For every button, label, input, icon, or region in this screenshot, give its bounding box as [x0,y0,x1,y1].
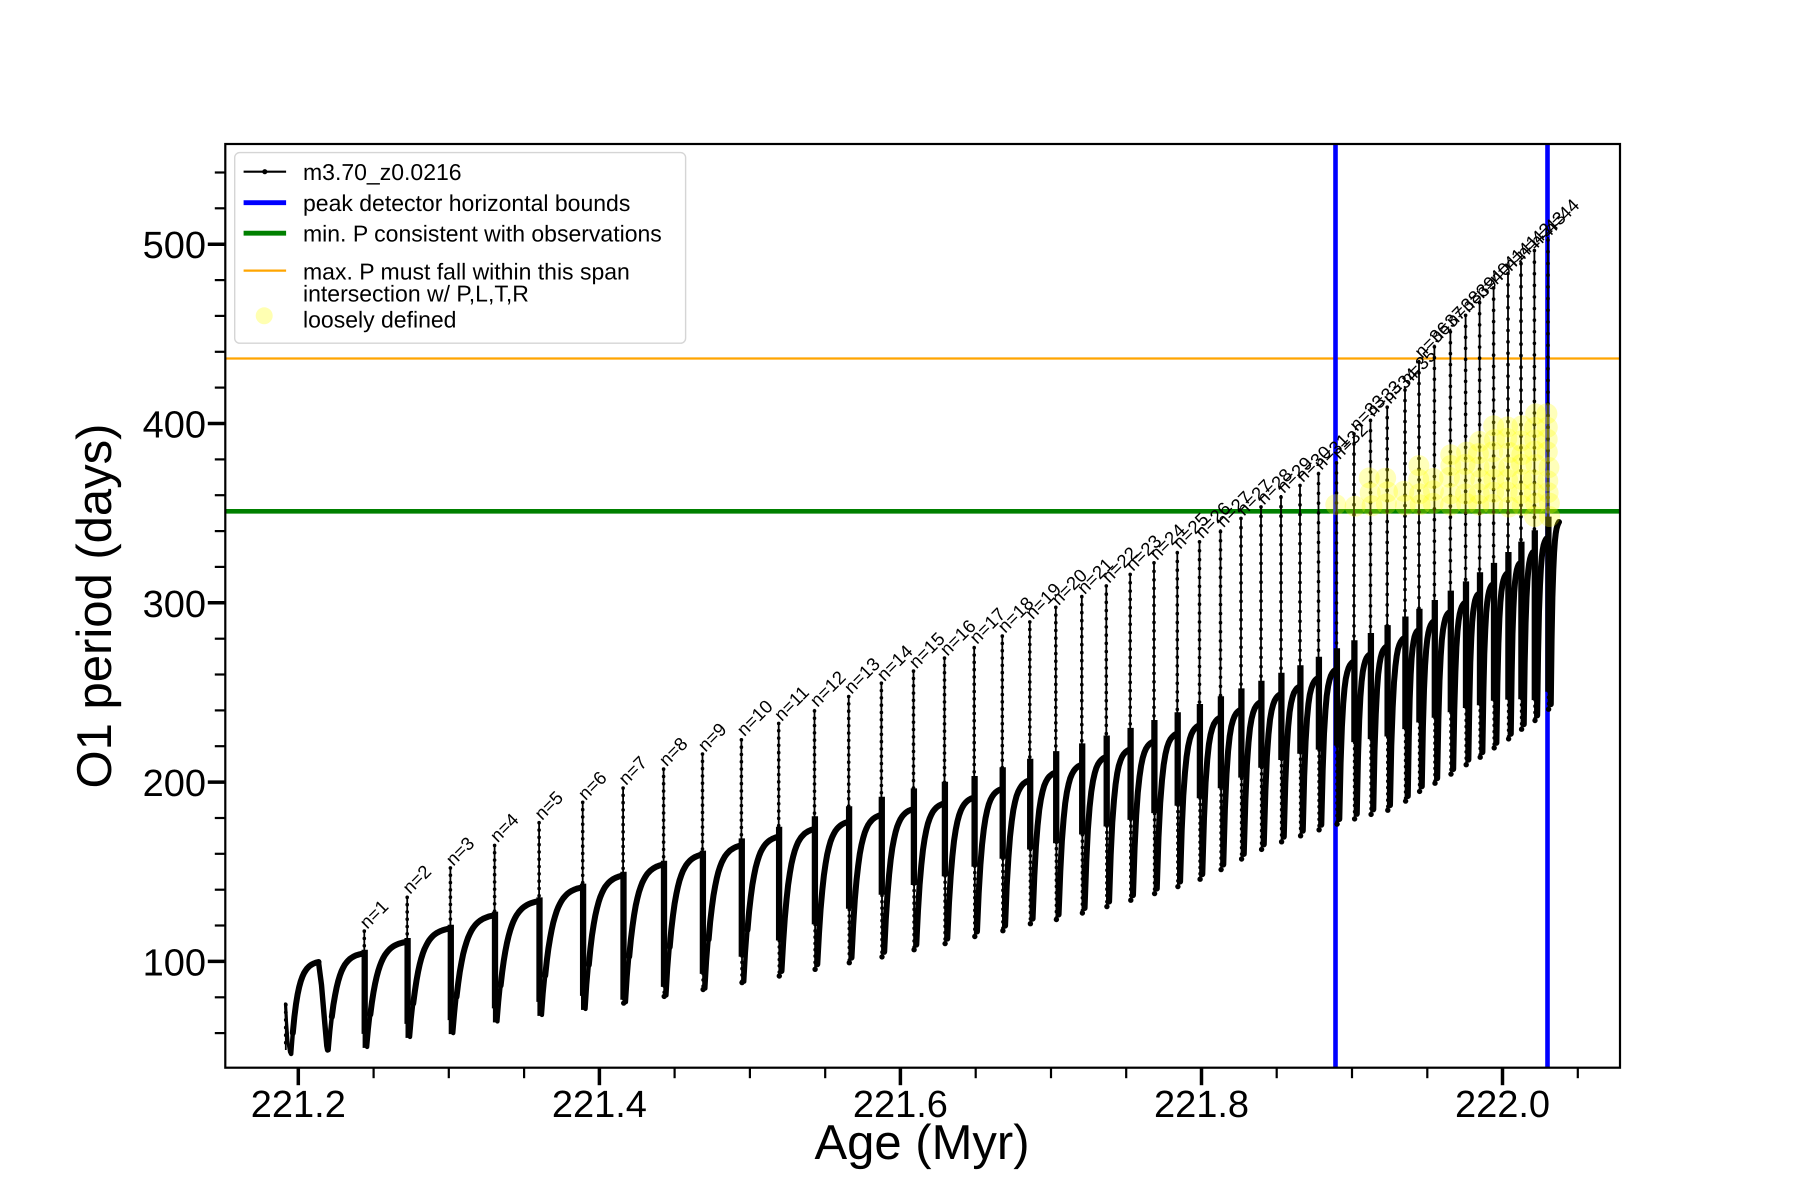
svg-text:peak detector horizontal bound: peak detector horizontal bounds [303,190,630,216]
svg-text:200: 200 [143,763,206,805]
svg-text:221.2: 221.2 [251,1084,346,1126]
svg-text:m3.70_z0.0216: m3.70_z0.0216 [303,159,462,185]
svg-text:222.0: 222.0 [1455,1084,1550,1126]
svg-text:400: 400 [143,405,206,447]
svg-text:loosely defined: loosely defined [303,307,456,333]
svg-text:max. P must fall within this s: max. P must fall within this span [303,258,630,284]
svg-text:221.4: 221.4 [552,1084,647,1126]
svg-text:221.8: 221.8 [1154,1084,1249,1126]
svg-text:min. P consistent with observa: min. P consistent with observations [303,221,662,247]
svg-text:100: 100 [143,942,206,984]
svg-text:221.6: 221.6 [853,1084,948,1126]
svg-text:500: 500 [143,225,206,267]
svg-text:300: 300 [143,584,206,626]
svg-text:intersection w/ P,L,T,R: intersection w/ P,L,T,R [303,280,529,306]
svg-text:O1 period (days): O1 period (days) [68,424,122,789]
svg-text:Age (Myr): Age (Myr) [814,1116,1029,1170]
